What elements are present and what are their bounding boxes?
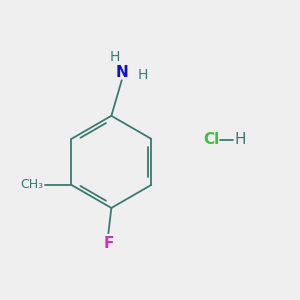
Text: H: H <box>137 68 148 82</box>
Text: N: N <box>116 64 128 80</box>
Text: H: H <box>110 50 120 64</box>
Text: F: F <box>103 236 114 250</box>
Text: Cl: Cl <box>203 132 220 147</box>
Text: CH₃: CH₃ <box>20 178 43 191</box>
Text: H: H <box>235 132 246 147</box>
